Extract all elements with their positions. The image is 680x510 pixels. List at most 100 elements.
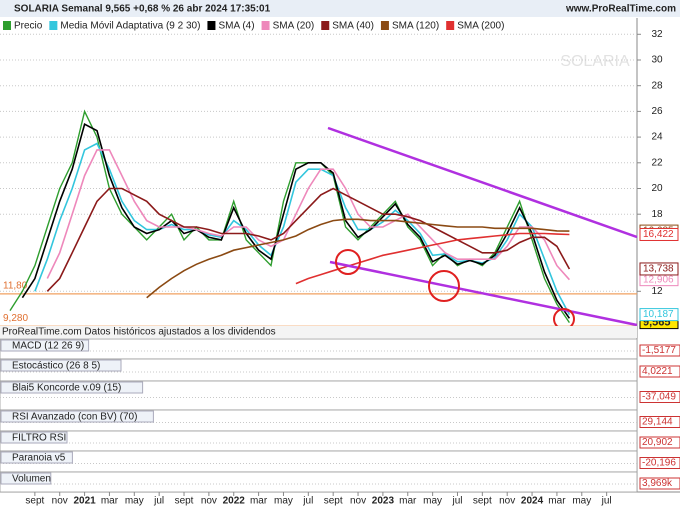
panel-label-box (0, 339, 90, 352)
x-tick-label: nov (201, 496, 217, 507)
panel-label: Volumen (12, 474, 51, 485)
watermark: SOLARIA (560, 53, 630, 70)
panel-label-box (0, 359, 122, 372)
level-label: 11,80 (3, 281, 28, 292)
trendline-upper (327, 126, 638, 239)
panel-label-box (0, 410, 154, 423)
x-tick-label: sept (473, 496, 492, 507)
note-bar (0, 326, 637, 338)
panel-label: MACD (12 26 9) (12, 341, 84, 352)
level-label: 9,280 (3, 313, 28, 324)
y-tick-label: 24 (651, 132, 663, 143)
y-tick-label: 18 (651, 209, 663, 220)
x-tick-label: may (274, 496, 293, 507)
x-axis: sept nov 2021 mar may jul sept nov 2022 mar may jul… (25, 492, 612, 507)
legend-swatch (446, 21, 455, 30)
x-tick-label: jul (153, 496, 164, 507)
panel-value: 3,969k (642, 478, 673, 489)
panel-value-box (639, 391, 680, 403)
panel-value-box (639, 416, 680, 428)
y-tick-label: 20 (651, 183, 663, 194)
panel-value-box (639, 436, 680, 449)
panel-value: 4,0221 (642, 366, 673, 377)
legend-swatch (380, 21, 389, 30)
x-tick-label: may (125, 496, 144, 507)
x-tick-label: jul (601, 496, 612, 507)
x-tick-label: mar (399, 496, 417, 507)
last-value-box (639, 262, 679, 276)
panel-label-box (0, 431, 68, 444)
panel (0, 450, 638, 473)
last-value-label: 16,422 (643, 229, 674, 240)
y-tick-label: 32 (651, 29, 663, 40)
panel-value: 29,144 (642, 417, 673, 428)
series-line (146, 218, 570, 299)
y-tick-label: 26 (651, 106, 663, 117)
last-value-box (639, 227, 679, 241)
x-tick-label: sept (175, 496, 194, 507)
x-tick-label: jul (302, 496, 313, 507)
legend-swatch (49, 21, 58, 30)
series-line (21, 123, 571, 319)
panel-value-box (639, 477, 680, 490)
last-value-box (639, 308, 679, 322)
x-tick-label: 2023 (372, 496, 395, 507)
x-tick-label: may (572, 496, 591, 507)
legend-swatch (3, 21, 11, 30)
x-tick-label: may (423, 496, 442, 507)
panel-value: -37,049 (642, 392, 676, 403)
y-tick-label: 22 (651, 157, 663, 168)
panel (0, 471, 638, 493)
panel-label: Blai5 Koncorde v.09 (15) (12, 383, 121, 394)
series-line (46, 149, 570, 281)
x-tick-label: mar (250, 496, 268, 507)
x-tick-label: nov (350, 496, 366, 507)
legend-swatch (207, 21, 216, 30)
panel-value-box (639, 365, 680, 378)
last-value-label: 13,738 (643, 264, 674, 275)
panel-label-box (0, 472, 52, 485)
x-tick-label: nov (499, 496, 515, 507)
panel-label-box (0, 451, 73, 464)
panel-label: FILTRO RSI (12, 433, 66, 444)
x-tick-label: mar (548, 496, 566, 507)
legend-swatch (321, 21, 330, 30)
highlight-circle (428, 270, 460, 302)
legend-label: Precio (14, 21, 43, 32)
legend-label: Media Móvil Adaptativa (9 2 30) (60, 21, 200, 32)
legend-label: SMA (200) (457, 21, 504, 32)
y-tick-label: 12 (651, 286, 663, 297)
x-tick-label: jul (451, 496, 462, 507)
panel-label: Paranoia v5 (12, 453, 66, 464)
panel-value: -20,196 (642, 458, 676, 469)
panel-label-box (0, 381, 144, 394)
legend-label: SMA (20) (273, 21, 315, 32)
panel (0, 338, 638, 360)
y-tick-label: 30 (651, 55, 663, 66)
series-line (295, 232, 570, 285)
panel-value: 20,902 (642, 437, 673, 448)
series-line (34, 142, 571, 315)
legend-label: SMA (40) (332, 21, 374, 32)
note: ProRealTime.com Datos históricos ajustad… (2, 327, 276, 338)
legend: Precio Media Móvil Adaptativa (9 2 30) SMA… (3, 21, 504, 32)
panel-value: -1,5177 (642, 345, 676, 356)
panel (0, 430, 638, 452)
x-tick-label: sept (25, 496, 44, 507)
series-line (46, 187, 571, 292)
x-tick-label: sept (324, 496, 343, 507)
header-site: www.ProRealTime.com (565, 4, 676, 15)
panel-value-box (639, 344, 680, 357)
x-tick-label: 2021 (73, 496, 96, 507)
panel-label: RSI Avanzado (con BV) (70) (12, 412, 137, 423)
legend-swatch (261, 21, 270, 30)
last-value-label: 10,187 (643, 309, 674, 320)
header-title: SOLARIA Semanal 9,565 +0,68 % 26 abr 202… (14, 4, 271, 15)
panel-label: Estocástico (26 8 5) (12, 361, 100, 372)
x-tick-label: mar (101, 496, 119, 507)
legend-label: SMA (120) (392, 21, 439, 32)
indicator-panels: MACD (12 26 9) -1,5177 Estocástico (26 8 5… (0, 338, 680, 493)
highlight-circle (335, 249, 361, 275)
